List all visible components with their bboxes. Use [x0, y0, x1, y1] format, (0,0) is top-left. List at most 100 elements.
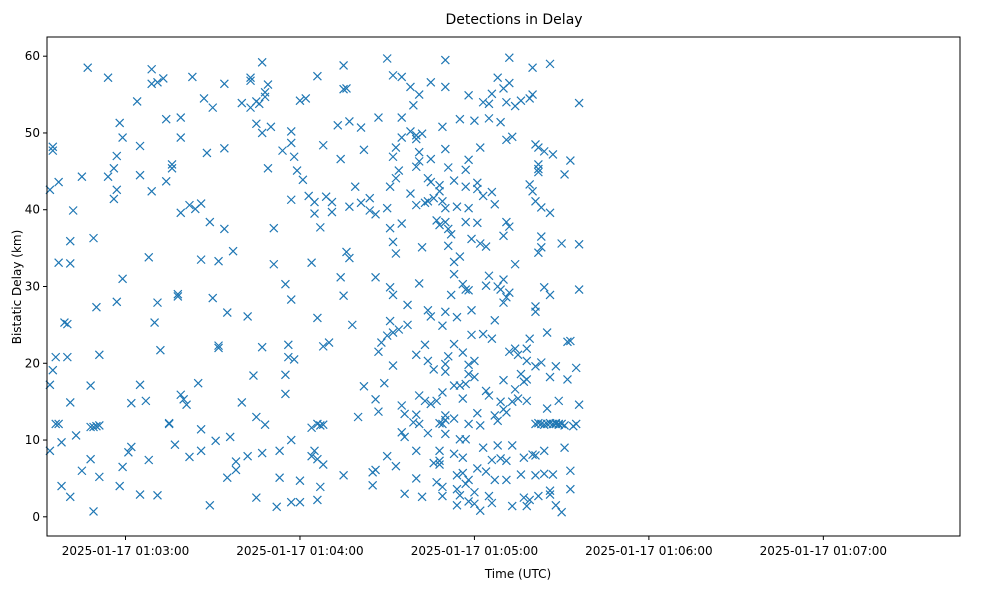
data-point	[507, 501, 517, 511]
data-point	[371, 209, 380, 219]
data-point	[531, 450, 540, 460]
data-point	[281, 389, 290, 399]
data-point	[135, 141, 145, 151]
data-point	[62, 319, 72, 329]
data-point	[446, 290, 456, 300]
data-point	[397, 133, 407, 142]
data-point	[551, 361, 561, 371]
data-point	[414, 419, 424, 429]
data-point	[461, 165, 471, 175]
data-point	[260, 420, 270, 430]
data-point	[440, 429, 450, 439]
data-point	[359, 145, 369, 155]
data-point	[496, 285, 506, 294]
data-point	[51, 352, 61, 362]
data-point	[132, 97, 142, 106]
data-point	[464, 497, 474, 506]
data-point	[496, 454, 506, 463]
data-point	[449, 176, 459, 185]
data-point	[499, 298, 508, 308]
data-point	[426, 312, 436, 321]
data-point	[438, 196, 447, 206]
data-point	[545, 290, 555, 300]
x-tick-label: 2025-01-17 01:06:00	[585, 544, 712, 558]
x-axis-label: Time (UTC)	[484, 567, 551, 581]
data-point	[525, 334, 535, 344]
data-point	[533, 418, 543, 428]
data-point	[574, 98, 584, 108]
data-point	[574, 400, 584, 410]
data-point	[452, 312, 462, 322]
data-point	[484, 391, 494, 400]
data-point	[467, 330, 476, 340]
data-point	[435, 418, 444, 428]
data-point	[374, 113, 383, 123]
x-tick-label: 2025-01-17 01:04:00	[236, 544, 363, 558]
data-point	[406, 127, 415, 136]
data-point	[507, 397, 517, 407]
data-point	[307, 423, 317, 433]
data-point	[211, 436, 221, 446]
data-point	[507, 132, 517, 142]
data-point	[464, 475, 474, 485]
data-point	[423, 173, 433, 183]
data-point	[443, 163, 453, 172]
data-point	[391, 461, 401, 471]
data-point	[141, 396, 151, 406]
data-point	[208, 103, 218, 113]
data-point	[77, 172, 87, 182]
data-point	[65, 397, 75, 407]
data-point	[440, 203, 450, 213]
data-point	[446, 229, 456, 239]
data-point	[283, 352, 293, 362]
data-point	[449, 449, 459, 459]
data-point	[243, 451, 253, 461]
data-point	[472, 218, 482, 228]
data-point	[312, 71, 322, 81]
data-point	[557, 507, 567, 517]
data-point	[400, 432, 410, 442]
data-point	[490, 475, 500, 485]
data-point	[565, 156, 575, 166]
data-point	[432, 477, 442, 487]
data-point	[487, 187, 497, 197]
data-point	[490, 411, 500, 420]
data-point	[496, 397, 506, 407]
data-point	[411, 200, 421, 210]
data-point	[510, 344, 520, 354]
data-point	[179, 394, 189, 404]
data-point	[283, 340, 293, 350]
data-point	[196, 446, 206, 456]
data-point	[123, 447, 133, 457]
data-point	[429, 364, 439, 374]
data-point	[429, 458, 439, 468]
data-point	[545, 208, 555, 218]
data-point	[501, 292, 511, 302]
data-point	[167, 160, 177, 169]
data-point	[438, 321, 447, 331]
data-point	[411, 446, 421, 456]
data-point	[440, 82, 450, 92]
y-tick-label: 30	[25, 280, 40, 294]
data-point	[423, 428, 433, 438]
data-point	[310, 197, 319, 207]
data-point	[443, 224, 453, 234]
data-point	[315, 222, 325, 232]
data-point	[388, 70, 398, 80]
data-point	[388, 328, 398, 337]
data-point	[176, 208, 186, 218]
data-point	[176, 133, 186, 142]
data-point	[455, 114, 465, 124]
data-point	[344, 117, 354, 126]
data-point	[440, 144, 450, 154]
data-point	[478, 443, 488, 453]
data-point	[286, 497, 296, 507]
data-point	[214, 343, 223, 353]
data-point	[60, 318, 69, 328]
data-point	[89, 422, 98, 432]
data-point	[54, 419, 64, 429]
data-point	[545, 486, 555, 496]
data-point	[539, 420, 549, 430]
data-point	[339, 291, 349, 301]
